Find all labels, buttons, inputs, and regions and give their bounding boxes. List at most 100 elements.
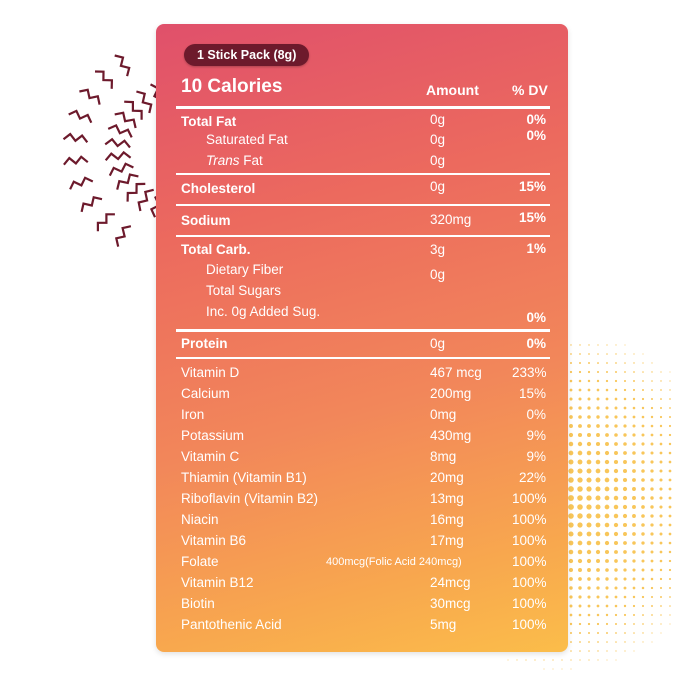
decorative-dot [606,632,608,634]
decorative-dot [622,522,628,528]
decorative-dot [606,362,608,364]
zigzag-stroke [96,213,115,232]
vitamin-amount: 16mg [430,512,464,527]
decorative-dot [578,370,582,374]
decorative-dot [624,641,626,643]
vitamin-name: Iron [181,407,205,422]
decorative-dot [642,371,644,373]
decorative-dot [650,586,654,590]
decorative-dot [641,514,645,518]
decorative-dot [604,513,610,519]
amount-column-header: Amount [426,82,479,98]
decorative-dot [578,577,582,581]
nutrition-facts-panel: 1 Stick Pack (8g) 10 Calories Amount % D… [156,24,568,652]
vitamin-amount: 24mcg [430,575,471,590]
decorative-dot [641,415,645,419]
vitamin-amount: 0mg [430,407,457,422]
decorative-dot [650,415,654,419]
decorative-dot [632,442,636,446]
decorative-dot [632,469,636,473]
decorative-dot [578,595,582,599]
decorative-dot [641,451,645,455]
decorative-dot [641,397,645,401]
decorative-dot [668,469,672,473]
decorative-dot [568,450,574,456]
decorative-dot [586,468,592,474]
decorative-dot [614,595,618,599]
decorative-dot [669,614,671,616]
decorative-dot [606,344,608,346]
decorative-dot [614,604,618,608]
decorative-dot [659,532,663,536]
decorative-dot [569,613,573,617]
zigzag-stroke [107,123,133,138]
vitamin-dv: 100% [512,575,547,590]
decorative-dot [632,460,636,464]
zigzag-stroke [136,90,153,114]
decorative-dot [578,415,582,419]
decorative-dot [614,379,618,383]
decorative-dot [569,631,573,635]
decorative-dot [614,577,618,581]
decorative-dot [577,531,583,537]
decorative-dot [650,568,654,572]
decorative-dot [650,505,654,509]
decorative-dot [660,605,662,607]
decorative-dot [577,468,583,474]
decorative-dot [614,550,618,554]
decorative-dot [595,549,601,555]
total-fat-amount: 0g [430,112,446,127]
vitamin-name: Riboflavin (Vitamin B2) [181,491,319,506]
decorative-dot [668,523,672,527]
decorative-dot [623,442,627,446]
decorative-dot [586,486,592,492]
divider [176,357,550,359]
decorative-dot [623,397,627,401]
decorative-dot [615,632,617,634]
decorative-dot [586,432,592,438]
decorative-dot [615,353,617,355]
vitamin-dv: 100% [512,533,547,548]
decorative-dot [586,504,592,510]
decorative-dot [623,604,627,608]
decorative-dot [623,541,627,545]
decorative-dot [641,577,645,581]
decorative-dot [623,577,627,581]
decorative-dot [615,650,617,652]
decorative-dot [659,514,663,518]
vitamin-dv: 100% [512,512,547,527]
decorative-dot [614,433,618,437]
decorative-dot [641,442,645,446]
zigzag-stroke [79,88,101,105]
decorative-dot [622,477,628,483]
decorative-dot [633,353,635,355]
decorative-dot [577,495,583,501]
decorative-dot [641,568,645,572]
decorative-dot [579,362,581,364]
decorative-dot [570,353,572,355]
decorative-dot [660,623,662,625]
vitamin-name: Potassium [181,428,245,443]
decorative-dot [668,424,672,428]
decorative-dot [659,523,663,527]
decorative-dot [579,659,581,661]
decorative-dot [642,353,644,355]
decorative-dot [587,604,591,608]
decorative-dot [525,659,527,661]
decorative-dot [587,424,591,428]
decorative-dot [605,379,609,383]
decorative-dot [569,370,573,374]
divider [176,204,550,206]
decorative-dot [586,522,592,528]
decorative-dot [641,496,645,500]
decorative-dot [552,668,554,670]
zigzag-stroke [104,137,131,149]
decorative-dot [568,441,574,447]
decorative-dot [605,595,609,599]
decorative-dot [668,541,672,545]
decorative-dot [595,486,601,492]
decorative-dot [605,604,609,608]
decorative-dot [613,495,619,501]
decorative-dot [641,424,645,428]
decorative-dot [595,450,601,456]
